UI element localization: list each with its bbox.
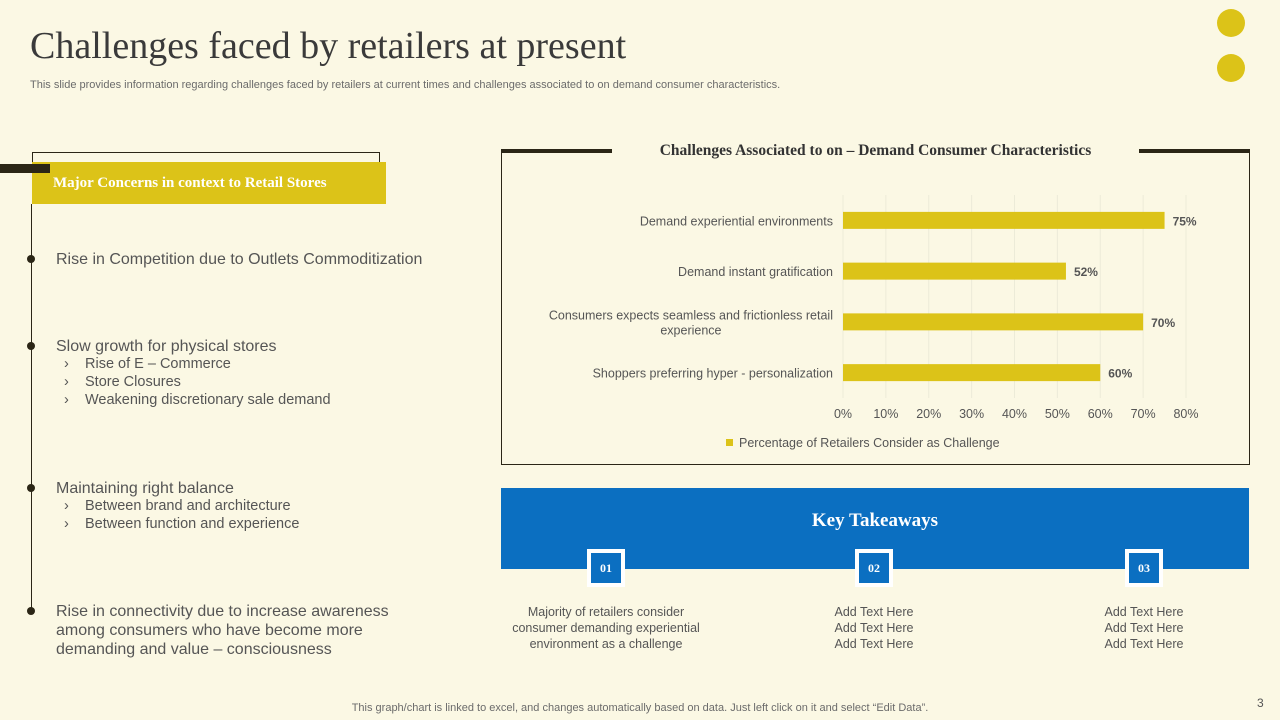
category-label: Consumers expects seamless and frictionl… [549,308,833,337]
concern-sublist: › Between brand and architecture › Between… [64,497,299,533]
takeaway-text: Add Text Here Add Text Here Add Text Her… [1104,605,1184,651]
concern-bullet [27,342,35,350]
data-label: 75% [1173,214,1197,228]
tick-label: 30% [959,407,984,421]
legend-swatch [726,439,733,446]
concern-heading: Maintaining right balance [56,480,234,497]
footer-note: This graph/chart is linked to excel, and… [351,702,929,714]
bar [843,364,1101,382]
takeaway-number-badge: 01 [587,549,625,587]
concern-subitem: › Weakening discretionary sale demand [64,392,331,408]
decorative-dot [1217,54,1245,82]
page-subtitle: This slide provides information regardin… [30,79,781,91]
tick-label: 10% [873,407,898,421]
concern-bullet [27,607,35,615]
concern-bullet [27,255,35,263]
concern-heading: Rise in Competition due to Outlets Commo… [56,251,423,268]
category-label: Demand instant gratification [678,265,833,279]
chevron-right-icon: › [64,392,69,408]
data-label: 52% [1074,265,1098,279]
chevron-right-icon: › [64,356,69,372]
data-label: 70% [1151,316,1175,330]
concern-subitem: › Store Closures [64,374,181,390]
tick-label: 60% [1088,407,1113,421]
concerns-timeline-line [31,204,32,610]
tick-label: 0% [834,407,852,421]
takeaway-number-badge: 03 [1125,549,1163,587]
concerns-banner: Major Concerns in context to Retail Stor… [32,162,386,204]
category-label: Shoppers preferring hyper - personalizat… [593,367,833,381]
chevron-right-icon: › [64,516,69,532]
tick-label: 50% [1045,407,1070,421]
concern-subitem: › Rise of E – Commerce [64,356,231,372]
legend-label: Percentage of Retailers Consider as Chal… [739,436,1000,450]
chart-topbar [1139,149,1250,153]
chart-title: Challenges Associated to on – Demand Con… [612,141,1139,161]
chevron-right-icon: › [64,374,69,390]
takeaways-title: Key Takeaways [811,510,939,531]
decorative-dot [1217,9,1245,37]
tick-label: 70% [1131,407,1156,421]
tick-label: 20% [916,407,941,421]
concern-subitem: › Between function and experience [64,516,300,532]
tick-label: 40% [1002,407,1027,421]
concern-sublist: › Rise of E – Commerce › Store Closures › W… [64,355,331,409]
concern-bullet [27,484,35,492]
bar [843,313,1144,331]
chart-topbar [501,149,612,153]
tick-label: 80% [1173,407,1198,421]
concern-heading: Rise in connectivity due to increase awa… [56,603,389,658]
bar [843,211,1165,229]
takeaway-text: Majority of retailers consider consumer … [512,605,700,651]
data-label: 60% [1108,367,1132,381]
page-title: Challenges faced by retailers at present [30,25,627,67]
page-number: 3 [1257,696,1264,710]
takeaway-number-badge: 02 [855,549,893,587]
takeaway-text: Add Text Here Add Text Here Add Text Her… [834,605,914,651]
concern-subitem: › Between brand and architecture [64,498,291,514]
category-label: Demand experiential environments [640,214,833,228]
bar [843,262,1066,280]
bar-chart[interactable]: 75% Demand experiential environments 52% De… [502,185,1248,461]
concern-heading: Slow growth for physical stores [56,338,277,355]
concerns-tab-marker [0,164,50,173]
chevron-right-icon: › [64,498,69,514]
